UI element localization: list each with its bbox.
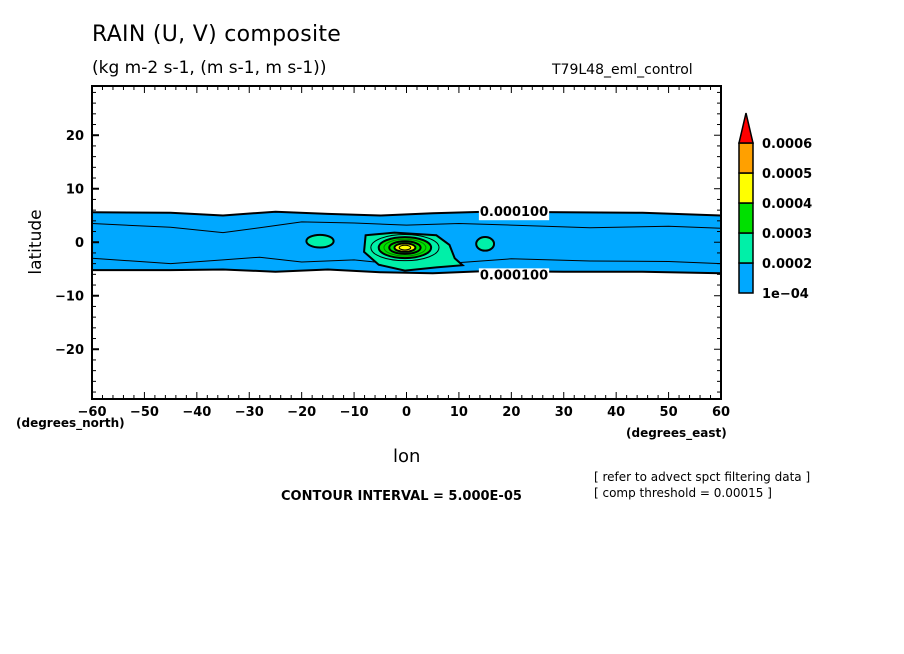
x-tick-label: −30: [235, 405, 264, 420]
y-axis-units: (degrees_north): [16, 416, 125, 430]
contour-band-north: [91, 210, 722, 217]
x-axis-units: (degrees_east): [626, 426, 727, 440]
x-tick-label: 30: [555, 405, 573, 420]
y-tick-label: 20: [66, 129, 84, 144]
x-tick-label: 60: [712, 405, 730, 420]
chart-units: (kg m-2 s-1, (m s-1, m s-1)): [92, 58, 327, 78]
contour-interval: CONTOUR INTERVAL = 5.000E-05: [281, 489, 522, 504]
west-blob: [305, 233, 335, 249]
x-tick-label: 0: [402, 405, 411, 420]
contour-label-bg: [478, 205, 550, 221]
contour-band-south: [92, 268, 722, 275]
x-tick-label: −40: [182, 405, 211, 420]
x-tick-label: 40: [607, 405, 625, 420]
x-tick-label: 20: [502, 405, 520, 420]
y-tick-label: −10: [55, 290, 84, 305]
y-tick-label: 10: [66, 183, 84, 198]
colorbar-segment-3: [738, 202, 754, 234]
colorbar-label: 0.0002: [762, 257, 812, 272]
colorbar-segment-5: [738, 142, 754, 174]
x-tick-label: −20: [287, 405, 316, 420]
colorbar-extend-arrow: [738, 112, 754, 144]
colorbar-label: 0.0003: [762, 227, 812, 242]
x-tick-label: −60: [78, 405, 107, 420]
colorbar-label: 0.0005: [762, 167, 812, 182]
x-axis-label: lon: [393, 446, 421, 467]
y-tick-label: 0: [75, 236, 84, 251]
x-tick-label: 10: [450, 405, 468, 420]
threshold-note: [ comp threshold = 0.00015 ]: [594, 486, 772, 500]
filter-note: [ refer to advect spct filtering data ]: [594, 470, 811, 484]
x-tick-label: −10: [340, 405, 369, 420]
colorbar-label: 0.0004: [762, 197, 812, 212]
y-tick-label: −20: [55, 343, 84, 358]
colorbar-label: 1e−04: [762, 287, 809, 302]
contour-line-1: [91, 221, 722, 234]
chart-title: RAIN (U, V) composite: [92, 22, 342, 47]
colorbar-segment-1: [738, 262, 754, 294]
contour-label-2: 0.000100: [480, 268, 548, 283]
colorbar-segment-4: [738, 172, 754, 204]
contour-0.00045: [398, 244, 412, 251]
x-tick-label: 50: [660, 405, 678, 420]
contour-label-bg: [478, 268, 550, 284]
contour-0.00025: [370, 233, 440, 262]
contour-label-1: 0.000100: [480, 205, 548, 220]
east-blob: [475, 236, 496, 252]
colorbar-segment-2: [738, 232, 754, 264]
run-name: T79L48_eml_control: [552, 62, 693, 78]
x-tick-label: −50: [130, 405, 159, 420]
colorbar-label: 0.0006: [762, 137, 812, 152]
